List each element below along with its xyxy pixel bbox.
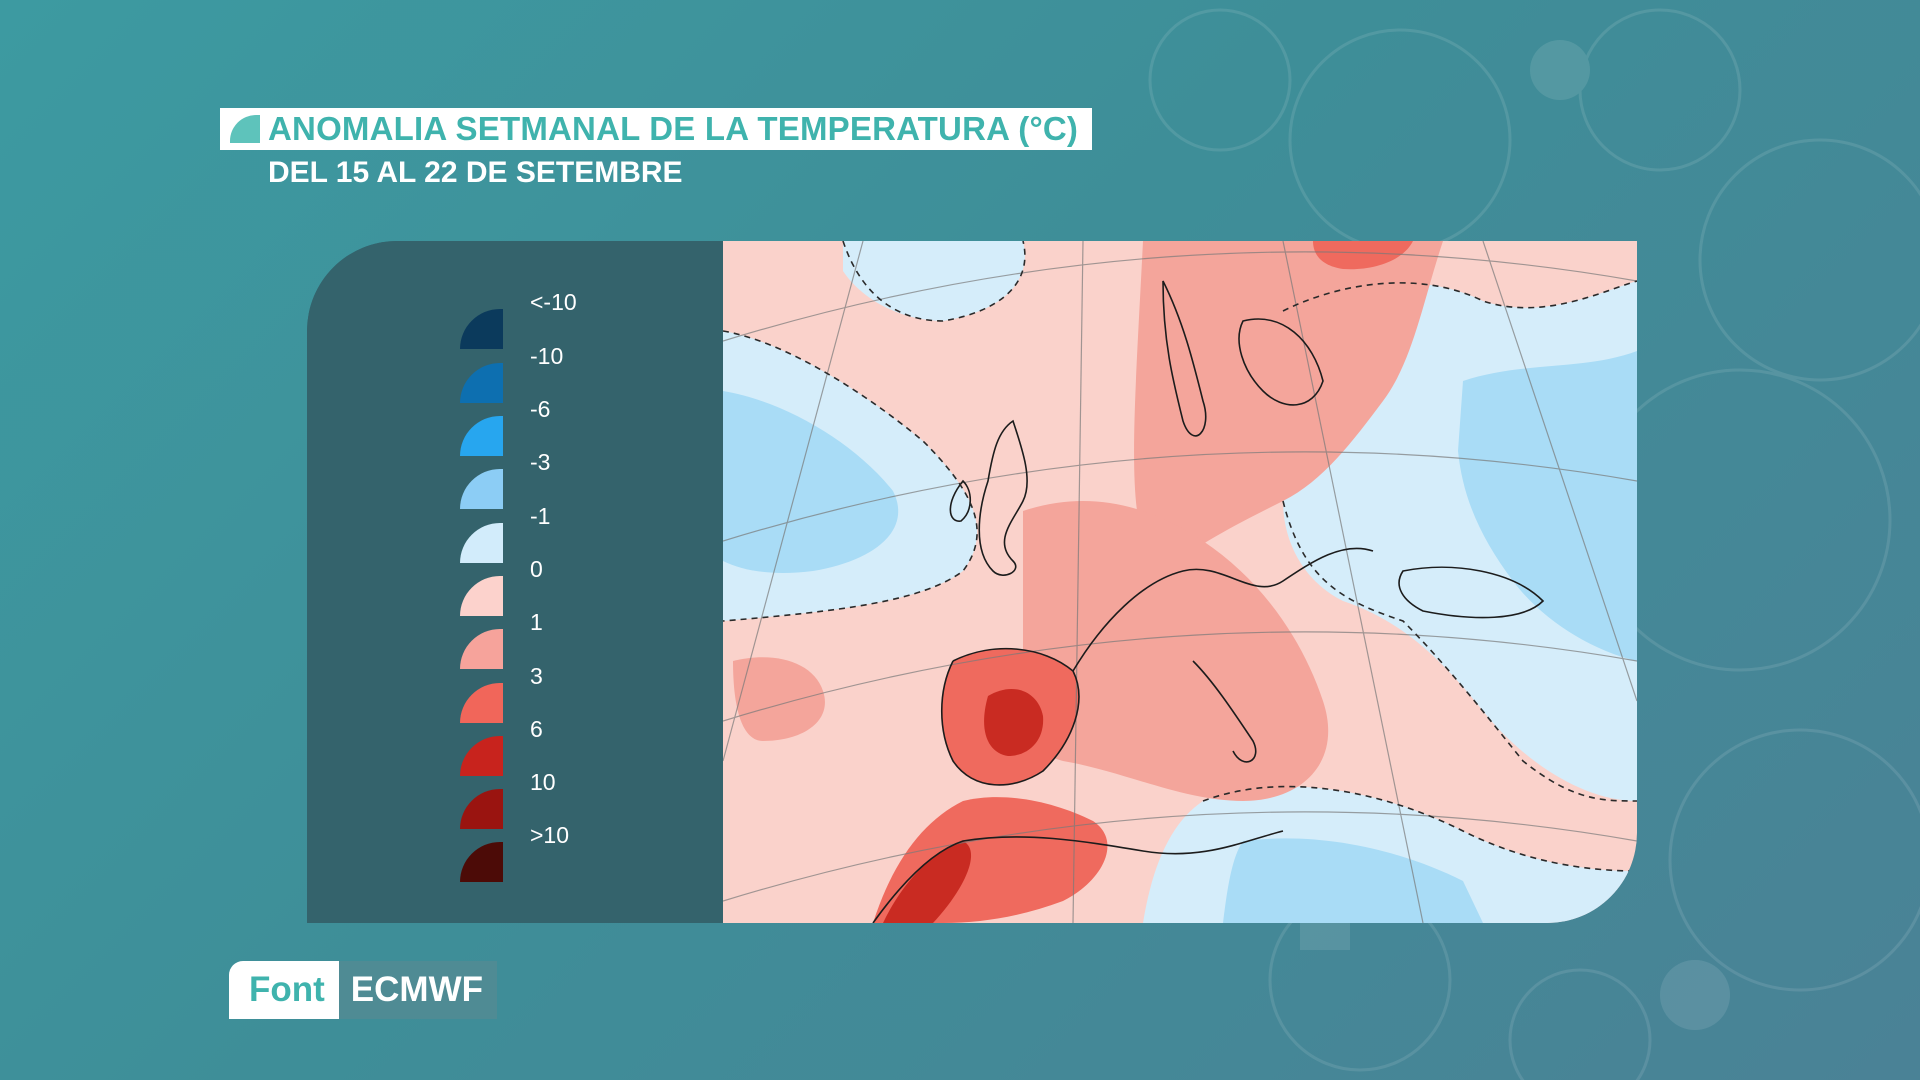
cold-anomaly-region [1458,351,1637,661]
date-range-subtitle: DEL 15 AL 22 DE SETEMBRE [268,156,683,189]
cold-anomaly-region [1223,838,1483,923]
legend-item: -1 [460,503,550,565]
legend-label: 0 [530,556,543,582]
legend-swatch [460,523,503,563]
legend-label: -1 [530,503,551,529]
legend-label: -6 [530,396,551,422]
legend-item: >10 [460,822,569,884]
warm-anomaly-region [733,657,825,741]
legend-swatch [460,683,503,723]
legend-item: -10 [460,343,563,405]
legend-label: 3 [530,663,543,689]
legend-item: 10 [460,769,556,831]
legend-swatch [460,363,503,403]
legend-label: <-10 [530,289,577,315]
color-legend: <-10 -10 -6 -3 -1 0 1 3 [307,241,723,923]
leaf-icon [230,115,260,143]
legend-item: 6 [460,716,543,778]
legend-label: 6 [530,716,543,742]
legend-item: 0 [460,556,543,618]
source-value: ECMWF [338,961,497,1019]
legend-swatch [460,469,503,509]
legend-swatch [460,416,503,456]
legend-swatch [460,309,503,349]
graticule [723,241,1637,923]
map-panel: <-10 -10 -6 -3 -1 0 1 3 [307,241,1637,923]
title-banner: ANOMALIA SETMANAL DE LA TEMPERATURA (°C) [220,108,1093,150]
legend-label: -10 [530,343,564,369]
legend-item: 1 [460,609,543,671]
coastlines [872,280,1545,923]
legend-swatch [460,629,503,669]
legend-item: -3 [460,449,550,511]
legend-swatch [460,576,503,616]
legend-swatch [460,842,503,882]
zero-contours [723,241,1637,872]
legend-item: -6 [460,396,550,458]
warm-anomaly-region [1019,501,1329,801]
legend-swatch [460,736,503,776]
legend-label: >10 [530,822,570,848]
legend-item: <-10 [460,289,577,351]
warm-anomaly-region [1313,241,1413,270]
warm-anomaly-region [1134,241,1443,571]
legend-label: 10 [530,769,556,795]
warm-anomaly-region [984,688,1044,756]
legend-swatch [460,789,503,829]
source-badge: Font ECMWF [229,961,497,1019]
legend-label: -3 [530,449,551,475]
warm-anomaly-region [883,841,972,923]
legend-label: 1 [530,609,543,635]
page-title: ANOMALIA SETMANAL DE LA TEMPERATURA (°C) [268,110,1079,147]
cold-anomaly-region [843,241,1025,321]
temperature-anomaly-map [723,241,1637,923]
source-label: Font [229,961,339,1019]
legend-item: 3 [460,663,543,725]
